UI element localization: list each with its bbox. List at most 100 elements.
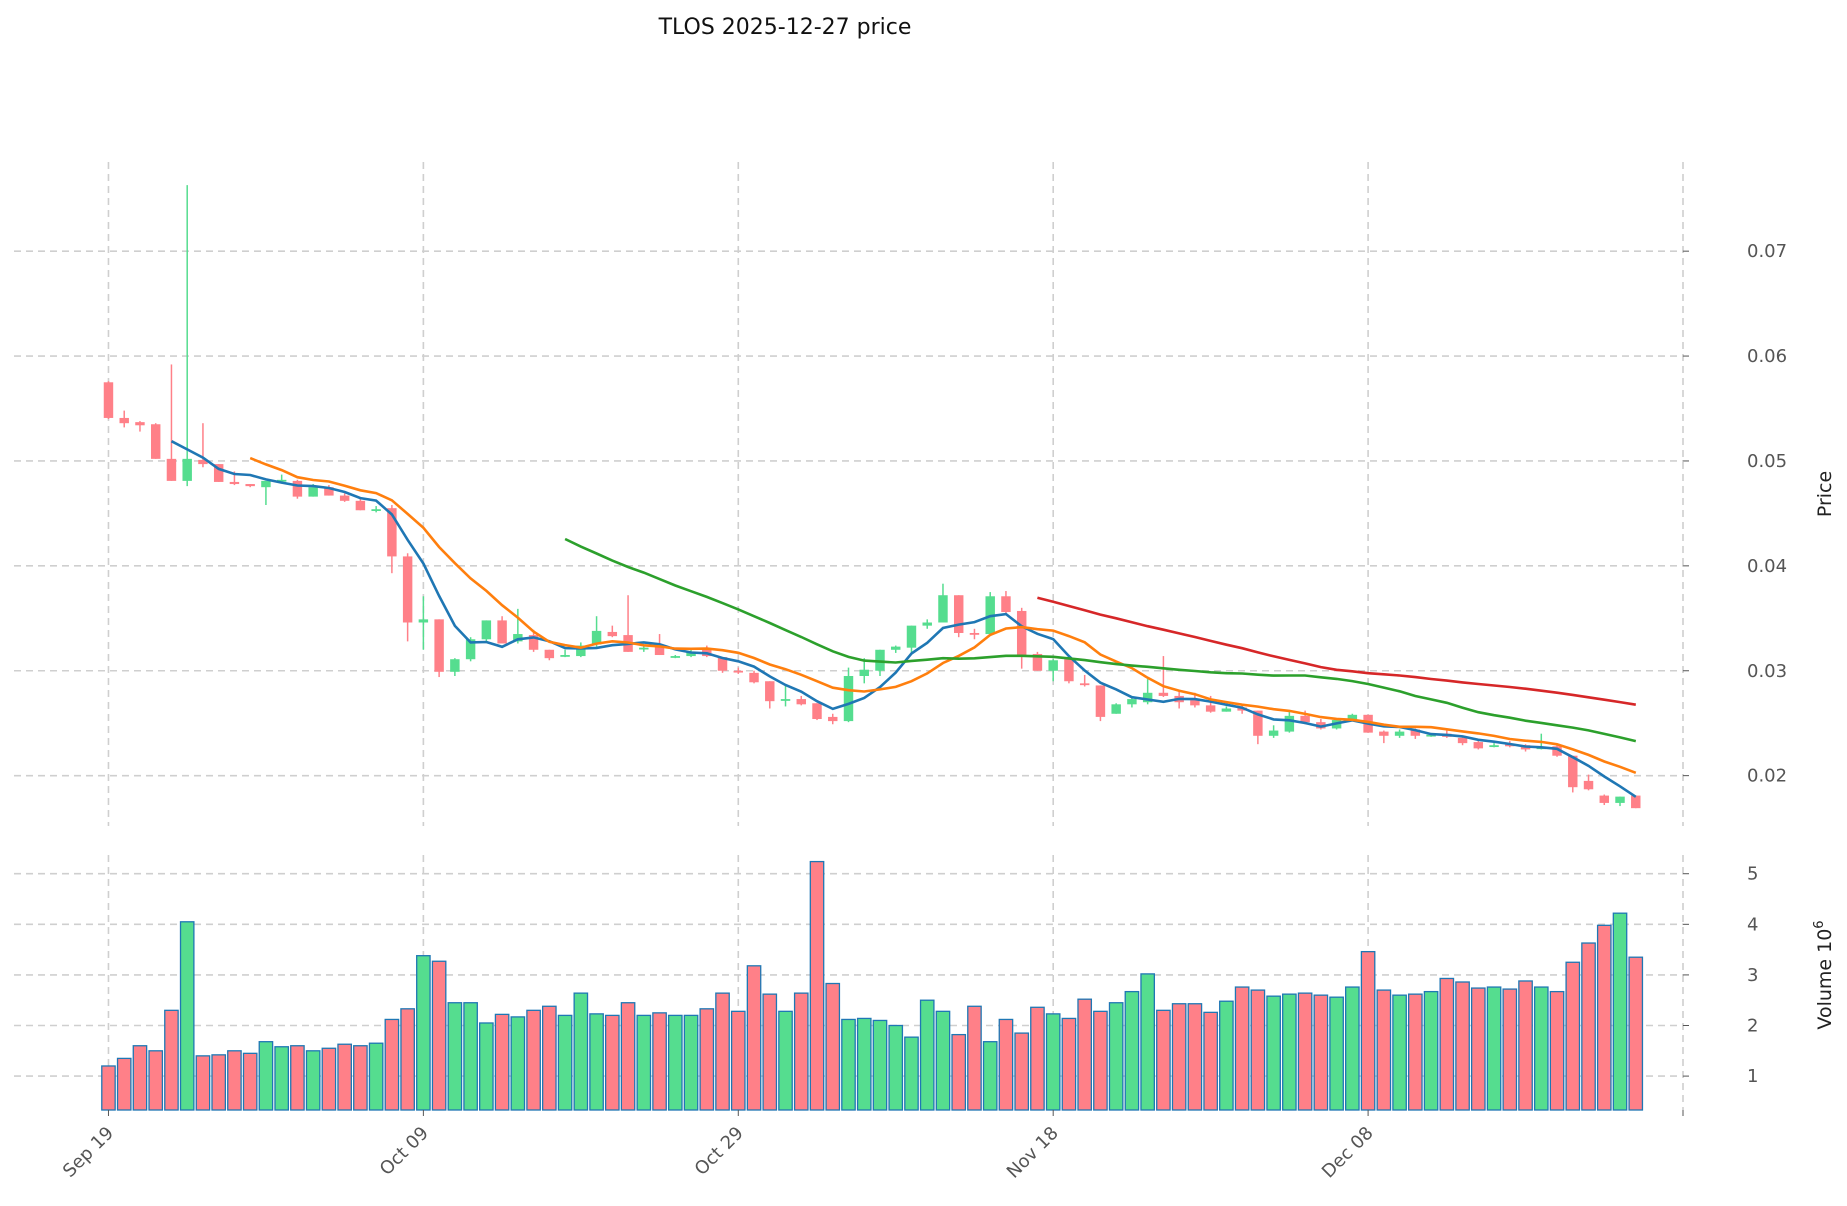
volume-bar bbox=[746, 965, 762, 1111]
volume-bar bbox=[762, 993, 778, 1111]
volume-bar bbox=[1124, 990, 1140, 1111]
volume-bar bbox=[1045, 1013, 1061, 1111]
volume-bar bbox=[1171, 1003, 1187, 1111]
volume-bar bbox=[1077, 998, 1093, 1111]
volume-bar bbox=[1502, 988, 1518, 1111]
volume-bar bbox=[1313, 994, 1329, 1111]
candle-down bbox=[355, 500, 366, 511]
candle-down bbox=[1016, 610, 1027, 657]
volume-bar bbox=[699, 1008, 715, 1111]
volume-bar bbox=[368, 1042, 384, 1111]
candle-up bbox=[276, 479, 287, 482]
volume-tick-label: 1 bbox=[1747, 1066, 1758, 1087]
volume-tick-label: 5 bbox=[1747, 864, 1758, 885]
volume-bar bbox=[416, 955, 431, 1111]
volume-bar bbox=[242, 1052, 258, 1111]
candle-down bbox=[1095, 685, 1106, 717]
volume-bar bbox=[1030, 1006, 1045, 1111]
candle-down bbox=[497, 620, 507, 644]
volume-bar bbox=[778, 1010, 793, 1111]
price-tick-label: 0.05 bbox=[1747, 451, 1787, 472]
candle-up bbox=[891, 646, 901, 650]
ma60-line bbox=[1037, 596, 1637, 706]
price-tick-label: 0.06 bbox=[1747, 346, 1787, 367]
volume-bar bbox=[1329, 996, 1344, 1111]
volume-bar bbox=[526, 1009, 541, 1111]
candle-down bbox=[733, 670, 744, 673]
volume-bar bbox=[321, 1047, 337, 1111]
candle-down bbox=[1583, 780, 1594, 790]
volume-bar bbox=[715, 992, 730, 1111]
volume-bar bbox=[730, 1010, 746, 1111]
price-candles bbox=[103, 185, 1641, 809]
volume-tick-label: 4 bbox=[1747, 914, 1758, 935]
volume-bar bbox=[510, 1016, 526, 1111]
candle-down bbox=[119, 417, 129, 424]
ma10-line bbox=[249, 456, 1637, 775]
candle-down bbox=[166, 458, 177, 481]
candle-up bbox=[465, 639, 476, 660]
candle-down bbox=[1032, 653, 1043, 671]
date-tick-label: Nov 18 bbox=[1003, 1123, 1063, 1183]
ma30-line bbox=[564, 537, 1637, 743]
volume-bar bbox=[274, 1046, 290, 1111]
price-tick-label: 0.02 bbox=[1747, 766, 1787, 787]
volume-bar bbox=[935, 1010, 951, 1111]
volume-bar bbox=[951, 1033, 967, 1111]
volume-axis-exponent: 6 bbox=[1812, 920, 1827, 928]
candle-down bbox=[812, 703, 822, 720]
volume-bars bbox=[101, 860, 1644, 1111]
candle-up bbox=[922, 622, 932, 626]
volume-bar bbox=[1581, 942, 1596, 1111]
volume-bar bbox=[494, 1013, 510, 1111]
candle-up bbox=[576, 645, 586, 657]
volume-bar bbox=[967, 1005, 982, 1111]
volume-bar bbox=[463, 1002, 478, 1111]
candle-down bbox=[1379, 731, 1389, 736]
volume-bar bbox=[1297, 992, 1313, 1111]
candle-up bbox=[1489, 745, 1499, 748]
volume-bar bbox=[258, 1041, 274, 1111]
date-tick-label: Oct 29 bbox=[691, 1123, 748, 1180]
volume-bar bbox=[1250, 989, 1266, 1111]
candle-up bbox=[450, 659, 460, 672]
volume-bar bbox=[573, 992, 589, 1111]
candle-down bbox=[1001, 596, 1011, 613]
volume-bar bbox=[1407, 993, 1423, 1111]
date-tick-label: Oct 09 bbox=[376, 1123, 433, 1180]
volume-bar bbox=[1061, 1017, 1077, 1111]
candle-up bbox=[182, 458, 192, 481]
candle-down bbox=[607, 631, 618, 637]
candle-up bbox=[1221, 708, 1232, 712]
volume-bar bbox=[856, 1017, 872, 1111]
volume-bar bbox=[793, 992, 809, 1111]
volume-bar bbox=[1360, 950, 1376, 1111]
volume-bar bbox=[557, 1014, 573, 1111]
candle-up bbox=[670, 656, 681, 658]
volume-bar bbox=[479, 1022, 494, 1111]
candle-up bbox=[686, 651, 696, 657]
volume-bar bbox=[1108, 1002, 1124, 1111]
candle-up bbox=[1284, 715, 1295, 732]
volume-bar bbox=[1234, 986, 1250, 1111]
volume-bar bbox=[667, 1014, 683, 1111]
grid-lines bbox=[14, 162, 1684, 1110]
candle-down bbox=[1631, 795, 1641, 809]
candle-down bbox=[1205, 705, 1216, 712]
candle-up bbox=[513, 634, 523, 642]
ma5-line bbox=[170, 440, 1637, 798]
volume-bar bbox=[195, 1055, 211, 1111]
price-tick-label: 0.07 bbox=[1747, 241, 1787, 262]
volume-bar bbox=[116, 1057, 132, 1111]
candle-up bbox=[875, 649, 885, 671]
candle-up bbox=[780, 699, 791, 701]
volume-bar bbox=[305, 1050, 321, 1111]
candle-down bbox=[828, 716, 838, 722]
volume-bar bbox=[589, 1013, 604, 1111]
volume-bar bbox=[1187, 1003, 1203, 1111]
volume-bar bbox=[1266, 995, 1281, 1111]
candle-up bbox=[261, 480, 271, 488]
volume-bar bbox=[825, 982, 841, 1111]
volume-bar bbox=[1014, 1032, 1030, 1111]
candle-down bbox=[749, 672, 759, 683]
